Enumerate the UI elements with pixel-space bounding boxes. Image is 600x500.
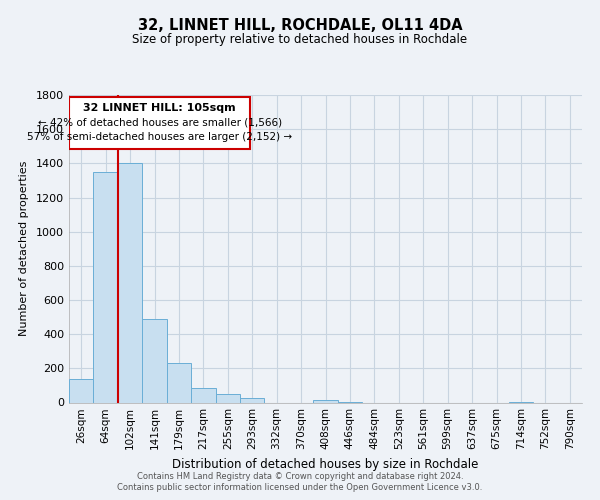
Bar [94, 172, 118, 402]
Text: ← 42% of detached houses are smaller (1,566): ← 42% of detached houses are smaller (1,… [38, 117, 281, 127]
Y-axis label: Number of detached properties: Number of detached properties [19, 161, 29, 336]
Text: Contains public sector information licensed under the Open Government Licence v3: Contains public sector information licen… [118, 484, 482, 492]
Text: Contains HM Land Registry data © Crown copyright and database right 2024.: Contains HM Land Registry data © Crown c… [137, 472, 463, 481]
Text: 32 LINNET HILL: 105sqm: 32 LINNET HILL: 105sqm [83, 104, 236, 114]
Bar [167, 363, 191, 403]
X-axis label: Distribution of detached houses by size in Rochdale: Distribution of detached houses by size … [172, 458, 479, 471]
Bar [313, 400, 338, 402]
Bar [191, 388, 215, 402]
Bar [215, 394, 240, 402]
Text: Size of property relative to detached houses in Rochdale: Size of property relative to detached ho… [133, 32, 467, 46]
Text: 57% of semi-detached houses are larger (2,152) →: 57% of semi-detached houses are larger (… [27, 132, 292, 142]
Text: 32, LINNET HILL, ROCHDALE, OL11 4DA: 32, LINNET HILL, ROCHDALE, OL11 4DA [137, 18, 463, 32]
FancyBboxPatch shape [70, 97, 250, 150]
Bar [69, 378, 94, 402]
Bar [240, 398, 265, 402]
Bar [142, 319, 167, 402]
Bar [118, 164, 142, 402]
